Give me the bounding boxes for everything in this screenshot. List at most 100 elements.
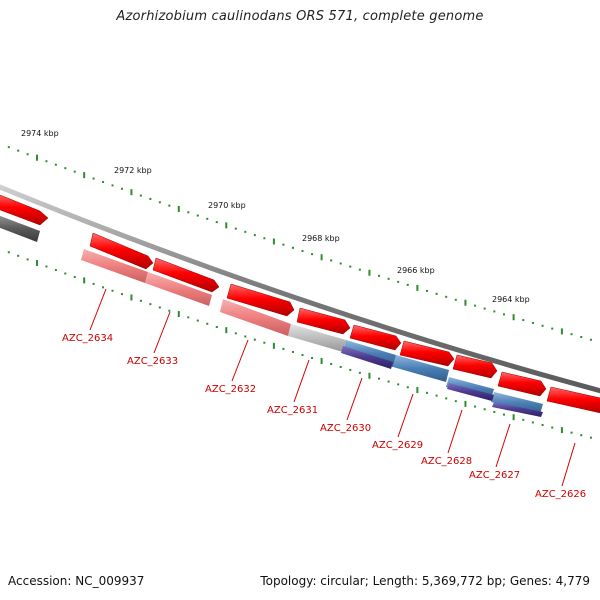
gene-label[interactable]: AZC_2630	[320, 423, 371, 434]
feature-block[interactable]	[492, 402, 543, 417]
gene-arrow[interactable]	[0, 193, 49, 226]
ruler-tick	[111, 289, 114, 292]
feature-block[interactable]	[491, 392, 543, 414]
ruler-tick	[580, 434, 583, 437]
ruler-tick	[397, 280, 400, 283]
gene-label[interactable]: AZC_2634	[62, 333, 113, 344]
gene-arrow[interactable]	[89, 232, 154, 270]
ruler-tick	[493, 310, 496, 313]
ruler-tick	[358, 268, 361, 271]
ruler-tick	[253, 234, 256, 237]
label-leader	[346, 377, 363, 421]
ruler-tick	[7, 146, 10, 149]
label-leader	[447, 409, 463, 454]
ruler-tick	[206, 322, 209, 325]
ruler-tick	[560, 328, 563, 335]
inner-ruler-track	[7, 251, 592, 439]
label-leader	[293, 359, 310, 403]
ruler-tick	[291, 350, 294, 353]
ruler-tick	[531, 421, 534, 424]
ruler-tick	[102, 286, 105, 289]
ruler-tick	[17, 254, 20, 257]
ruler-tick	[589, 338, 592, 341]
gene-arrow[interactable]	[296, 307, 351, 335]
ruler-tick	[397, 383, 400, 386]
ruler-tick	[464, 400, 467, 407]
ruler-tick	[512, 314, 515, 321]
gene-label[interactable]: AZC_2633	[127, 356, 178, 367]
label-leader	[561, 442, 576, 487]
ruler-tick	[244, 230, 247, 233]
gene-arrow[interactable]	[452, 354, 498, 379]
ruler-tick	[589, 436, 592, 439]
topology-text: Topology: circular;	[260, 574, 369, 588]
ruler-tick	[522, 319, 525, 322]
ruler-tick	[425, 391, 428, 394]
gene-arrow[interactable]	[226, 283, 295, 317]
ruler-tick	[454, 298, 457, 301]
ruler-tick	[253, 338, 256, 341]
label-leader	[153, 311, 171, 354]
ruler-tick	[36, 154, 39, 161]
ruler-tick	[551, 426, 554, 429]
ruler-tick	[263, 237, 266, 240]
gene-arrow[interactable]	[349, 324, 402, 351]
ruler-tick	[349, 265, 352, 268]
ruler-tick	[282, 243, 285, 246]
feature-block[interactable]	[220, 299, 291, 336]
ruler-tick	[177, 205, 180, 212]
ruler-tick	[522, 418, 525, 421]
gene-label[interactable]: AZC_2626	[535, 489, 586, 500]
gene-label[interactable]: AZC_2631	[267, 405, 318, 416]
ruler-tick	[73, 275, 76, 278]
feature-block[interactable]	[81, 249, 148, 283]
ruler-tick-label: 2972 kbp	[114, 166, 152, 175]
gene-label[interactable]: AZC_2627	[469, 470, 520, 481]
ruler-tick	[368, 372, 371, 379]
ruler-tick	[551, 327, 554, 330]
ruler-tick	[435, 394, 438, 397]
genome-summary: Topology: circular; Length: 5,369,772 bp…	[260, 574, 590, 588]
ruler-tick	[196, 214, 199, 217]
gene-label[interactable]: AZC_2628	[421, 456, 472, 467]
feature-block[interactable]	[447, 383, 494, 401]
ruler-tick	[531, 321, 534, 324]
ruler-tick	[54, 269, 57, 272]
ruler-tick	[483, 408, 486, 411]
gene-arrow[interactable]	[497, 371, 547, 397]
gene-label[interactable]: AZC_2629	[372, 440, 423, 451]
ruler-tick	[64, 272, 67, 275]
ruler-tick	[45, 265, 48, 268]
ruler-tick	[445, 397, 448, 400]
ruler-tick	[301, 354, 304, 356]
feature-block[interactable]	[0, 214, 40, 242]
ruler-tick	[416, 284, 419, 291]
ruler-tick	[102, 180, 105, 183]
ruler-tick	[244, 335, 247, 338]
ruler-tick	[282, 347, 285, 350]
ruler-tick	[263, 341, 266, 344]
ruler-tick	[580, 335, 583, 338]
accession-label: Accession: NC_009937	[8, 574, 145, 588]
feature-block[interactable]	[145, 272, 212, 306]
feature-block[interactable]	[393, 355, 449, 382]
ruler-tick	[483, 307, 486, 310]
ruler-tick	[54, 163, 57, 166]
ruler-tick	[92, 177, 95, 180]
ruler-tick	[215, 325, 218, 328]
ruler-tick	[26, 258, 29, 261]
ruler-tick	[187, 316, 190, 319]
ruler-tick	[272, 342, 275, 349]
gene-arrow[interactable]	[152, 257, 220, 293]
ruler-tick	[120, 293, 123, 296]
feature-block[interactable]	[288, 324, 346, 352]
gene-label[interactable]: AZC_2632	[205, 384, 256, 395]
ruler-tick	[272, 238, 275, 245]
gene-arrow[interactable]	[546, 386, 600, 414]
ruler-tick-label: 2970 kbp	[208, 201, 246, 210]
ruler-tick	[7, 251, 10, 254]
gene-arrow[interactable]	[399, 340, 455, 367]
feature-block[interactable]	[341, 346, 393, 369]
ruler-tick	[541, 424, 544, 427]
